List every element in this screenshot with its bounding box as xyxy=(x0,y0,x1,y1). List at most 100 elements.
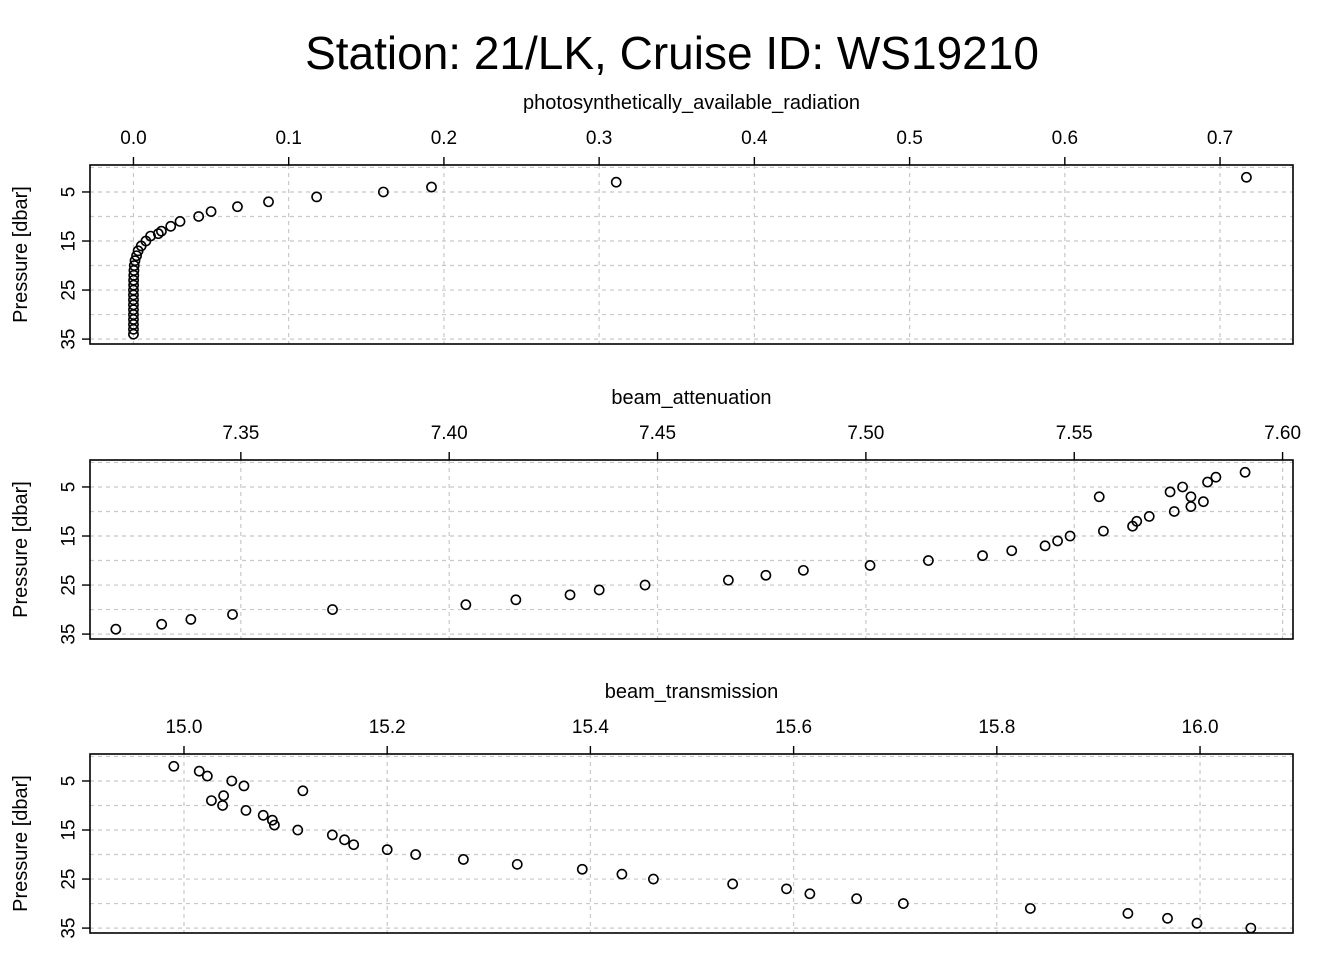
data-point xyxy=(1006,545,1018,557)
x-tick-label: 15.2 xyxy=(369,717,406,738)
y-tick-label: 5 xyxy=(59,482,80,493)
y-axis-title: Pressure [dbar] xyxy=(10,481,32,618)
data-point xyxy=(132,245,144,257)
y-tick-label: 15 xyxy=(59,230,80,251)
y-tick-label: 25 xyxy=(59,279,80,300)
data-point xyxy=(156,225,167,237)
x-tick-label: 7.50 xyxy=(847,423,884,444)
data-point xyxy=(1168,506,1180,517)
data-point xyxy=(227,609,238,620)
data-point xyxy=(851,893,863,905)
data-point xyxy=(1202,476,1213,488)
data-point xyxy=(1143,510,1155,522)
data-point xyxy=(1241,171,1252,183)
data-point xyxy=(639,579,651,591)
data-point xyxy=(201,770,213,782)
data-point xyxy=(864,560,876,571)
data-point xyxy=(410,849,422,860)
x-tick-label: 15.6 xyxy=(775,717,812,738)
data-point xyxy=(327,604,338,615)
data-point xyxy=(1127,520,1138,532)
data-point xyxy=(152,228,164,240)
x-tick-label: 7.55 xyxy=(1056,423,1093,444)
data-point xyxy=(206,795,217,806)
data-point xyxy=(193,211,205,222)
data-point xyxy=(257,809,269,821)
data-point xyxy=(576,863,588,875)
data-point xyxy=(297,785,309,797)
data-point xyxy=(238,780,250,792)
y-tick-label: 25 xyxy=(59,574,80,595)
data-point xyxy=(922,555,934,566)
data-point xyxy=(348,839,360,851)
panels: 0.0 0.1 0.2 0.3 0.4 0.5 0.6 0.7 5 15 25 35 photosynt… xyxy=(10,92,1301,939)
x-tick-label: 7.40 xyxy=(431,423,468,444)
y-tick-label: 15 xyxy=(59,819,80,840)
data-point xyxy=(232,201,243,213)
data-point xyxy=(616,868,628,880)
data-point xyxy=(205,206,217,217)
data-point xyxy=(1164,486,1176,498)
data-point xyxy=(326,829,338,841)
x-axis-title: photosynthetically_available_radiation xyxy=(523,92,860,114)
data-point xyxy=(174,215,186,227)
data-point xyxy=(1122,907,1134,919)
data-point xyxy=(1024,903,1036,914)
x-tick-label: 7.45 xyxy=(639,423,676,444)
data-point xyxy=(1052,535,1063,547)
x-axis-title: beam_transmission xyxy=(605,681,778,703)
x-tick-label: 0.6 xyxy=(1052,128,1078,149)
data-point xyxy=(128,328,139,340)
data-point xyxy=(1239,466,1251,478)
y-tick-label: 35 xyxy=(59,918,80,939)
data-point xyxy=(897,898,909,909)
data-point xyxy=(1177,481,1188,493)
data-point xyxy=(610,176,622,188)
data-point xyxy=(110,623,122,635)
data-point xyxy=(1185,491,1197,503)
x-tick-label: 0.3 xyxy=(586,128,612,149)
panel-2: 7.35 7.40 7.45 7.50 7.55 7.60 5 15 25 35 beam_atte… xyxy=(10,387,1301,645)
data-point xyxy=(1039,540,1051,552)
y-tick-label: 15 xyxy=(59,525,80,546)
data-point xyxy=(226,775,238,787)
data-point xyxy=(381,844,393,856)
y-tick-label: 35 xyxy=(59,329,80,350)
y-axis-title: Pressure [dbar] xyxy=(10,186,32,323)
data-point xyxy=(311,191,323,203)
data-point xyxy=(1191,917,1203,929)
data-point xyxy=(269,819,280,831)
x-tick-label: 0.1 xyxy=(275,128,301,149)
data-point xyxy=(168,760,180,772)
data-point xyxy=(292,824,304,836)
data-point xyxy=(797,564,809,576)
x-tick-label: 0.0 xyxy=(120,128,146,149)
plot-frame xyxy=(89,459,1294,640)
x-tick-label: 16.0 xyxy=(1182,717,1219,738)
chart-title: Station: 21/LK, Cruise ID: WS19210 xyxy=(305,27,1039,79)
y-tick-label: 25 xyxy=(59,868,80,889)
y-tick-label: 5 xyxy=(59,776,80,787)
data-point xyxy=(217,800,228,811)
panel-1: 0.0 0.1 0.2 0.3 0.4 0.5 0.6 0.7 5 15 25 35 photosynt… xyxy=(10,92,1294,350)
x-tick-label: 0.7 xyxy=(1207,128,1233,149)
x-tick-label: 7.60 xyxy=(1264,423,1301,444)
data-point xyxy=(1064,530,1076,542)
data-point xyxy=(647,873,659,885)
data-point xyxy=(377,186,389,198)
x-tick-label: 0.2 xyxy=(431,128,457,149)
x-tick-label: 15.0 xyxy=(165,717,202,738)
data-point xyxy=(510,594,522,606)
data-point xyxy=(193,765,205,777)
x-tick-label: 7.35 xyxy=(222,423,259,444)
data-point xyxy=(722,574,734,586)
data-point xyxy=(457,854,469,865)
y-axis-title: Pressure [dbar] xyxy=(10,775,32,912)
x-tick-label: 0.4 xyxy=(741,128,768,149)
y-tick-label: 5 xyxy=(59,187,80,198)
data-point xyxy=(128,323,139,335)
x-axis-title: beam_attenuation xyxy=(611,387,771,409)
data-point xyxy=(564,589,576,601)
